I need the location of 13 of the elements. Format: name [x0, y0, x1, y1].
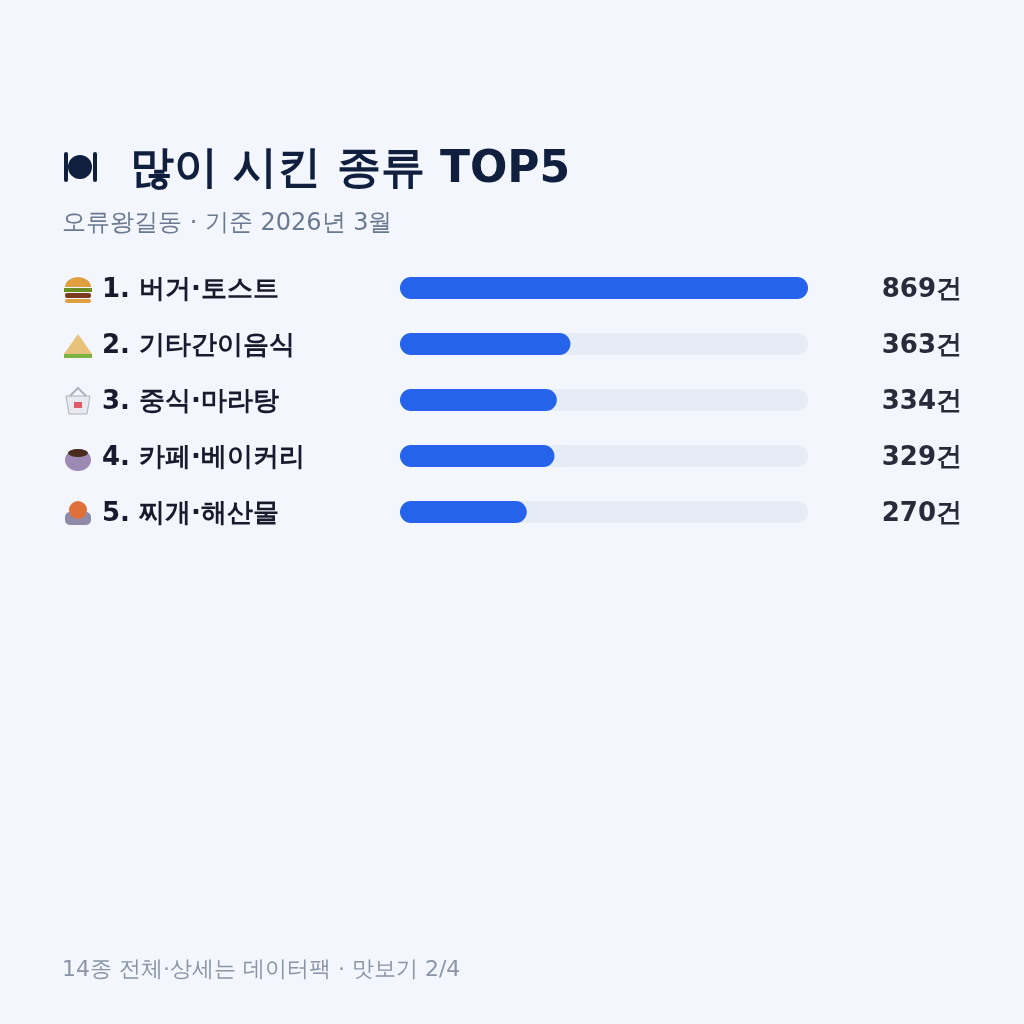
data-label: 329건	[881, 441, 962, 471]
text: 14종 전체·상세는 데이터팩 · 맛보기 2/4	[62, 956, 461, 981]
y-tick-label: 1. 버거·토스트	[102, 273, 279, 303]
data-label: 334건	[881, 385, 962, 415]
data-label: 270건	[881, 497, 962, 527]
y-tick-label: 4. 카페·베이커리	[102, 441, 305, 471]
y-tick-label: 5. 찌개·해산물	[102, 497, 279, 527]
chart-title: 많이 시킨 종류 TOP5	[130, 141, 571, 192]
data-label: 869건	[881, 273, 962, 303]
y-tick-label: 3. 중식·마라탕	[102, 385, 279, 415]
y-tick-label: 2. 기타간이음식	[102, 329, 296, 359]
data-label: 363건	[881, 329, 962, 359]
chart-subtitle: 오류왕길동 · 기준 2026년 3월	[62, 208, 393, 236]
